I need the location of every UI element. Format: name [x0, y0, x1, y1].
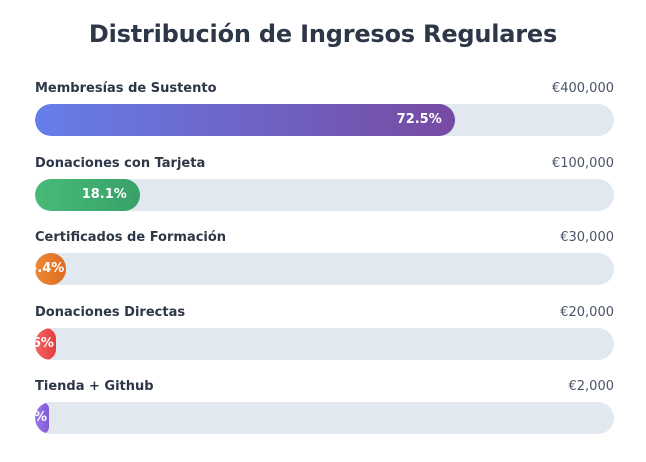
chart-title: Distribución de Ingresos Regulares [88, 20, 558, 48]
bar-fill: 3.6% [35, 327, 56, 360]
bar-row-header: Donaciones Directas €20,000 [35, 305, 614, 325]
bar-list: Membresías de Sustento €400,000 72.5% Donac… [35, 81, 614, 454]
bar-track: 72.5% [35, 104, 614, 136]
bar-percent-label: 5.4% [35, 261, 65, 276]
bar-amount-label: €20,000 [560, 304, 614, 320]
bar-row: Membresías de Sustento €400,000 72.5% [35, 81, 614, 156]
bar-track: 5.4% [35, 253, 614, 285]
bar-percent-label: 3.6% [35, 335, 54, 351]
bar-percent-label: 72.5% [396, 112, 442, 127]
bar-label: Donaciones Directas [35, 304, 186, 320]
bar-fill: 18.1% [35, 178, 140, 211]
bar-percent-label: 18.1% [81, 186, 127, 202]
bar-row-header: Certificados de Formación €30,000 [35, 230, 614, 250]
bar-row: Tienda + Github €2,000 0.4% [35, 379, 614, 454]
bar-label: Donaciones con Tarjeta [35, 155, 206, 171]
bar-row: Donaciones Directas €20,000 3.6% [35, 305, 614, 380]
bar-row: Certificados de Formación €30,000 5.4% [35, 230, 614, 305]
bar-row-header: Membresías de Sustento €400,000 [35, 81, 614, 101]
bar-row: Donaciones con Tarjeta €100,000 18.1% [35, 156, 614, 231]
bar-track: 0.4% [35, 402, 614, 434]
bar-fill: 0.4% [35, 402, 49, 434]
bar-row-header: Tienda + Github €2,000 [35, 379, 614, 399]
bar-amount-label: €400,000 [551, 81, 614, 96]
bar-label: Certificados de Formación [35, 230, 227, 245]
bar-row-header: Donaciones con Tarjeta €100,000 [35, 156, 614, 176]
bar-fill: 72.5% [35, 104, 455, 136]
bar-amount-label: €100,000 [551, 155, 614, 171]
bar-label: Membresías de Sustento [35, 81, 217, 96]
bar-amount-label: €30,000 [560, 230, 614, 245]
bar-fill: 5.4% [35, 253, 67, 285]
bar-amount-label: €2,000 [568, 379, 615, 394]
bar-track: 3.6% [35, 327, 614, 360]
bar-label: Tienda + Github [35, 379, 154, 394]
bar-track: 18.1% [35, 178, 614, 211]
bar-percent-label: 0.4% [35, 410, 48, 425]
